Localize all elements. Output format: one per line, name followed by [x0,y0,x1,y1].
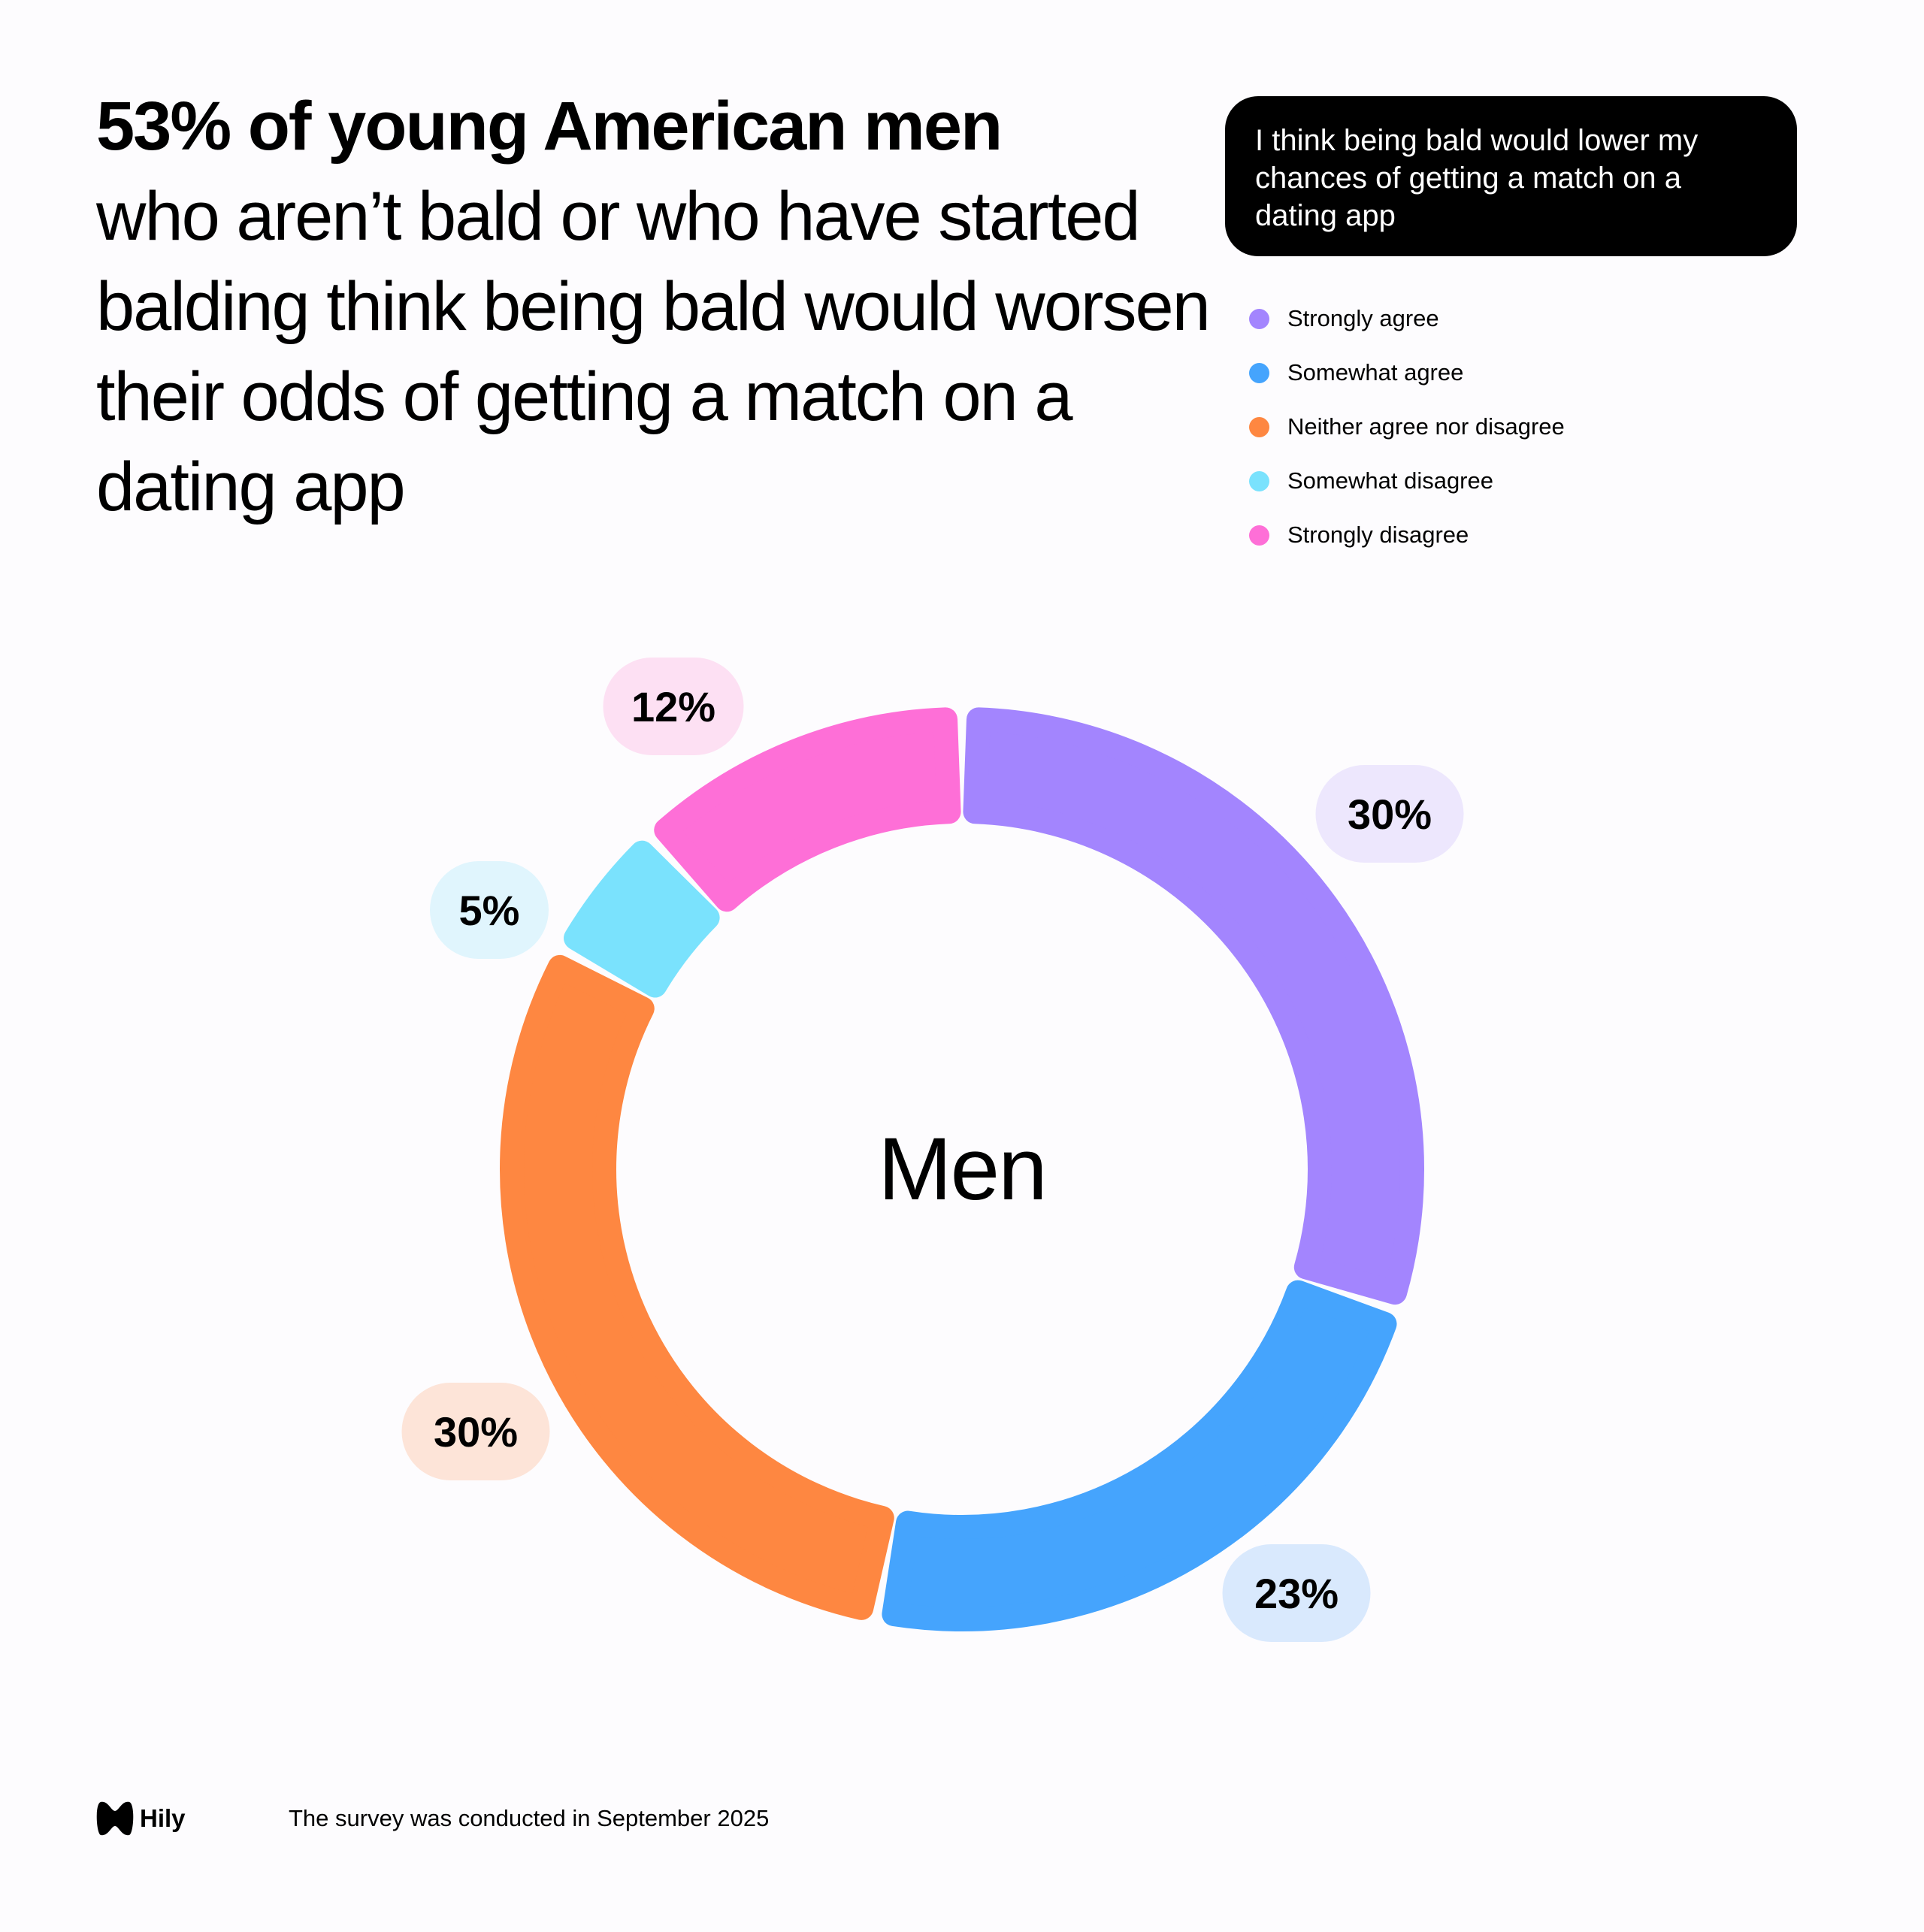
donut-segment-strongly-agree [963,707,1424,1305]
data-label: 23% [1222,1544,1371,1642]
footer: Hily The survey was conducted in Septemb… [96,1800,769,1837]
donut-segment-somewhat-agree [882,1280,1397,1631]
data-label: 5% [430,861,549,959]
legend-label: Strongly agree [1287,305,1439,331]
headline: 53% of young American men who aren’t bal… [96,81,1224,532]
legend-dot-icon [1249,362,1269,383]
data-label: 30% [1315,765,1464,863]
data-label: 12% [603,658,744,755]
legend-label: Neither agree nor disagree [1287,413,1565,440]
hily-logo-icon [96,1801,134,1836]
legend-item: Strongly agree [1249,292,1565,346]
legend-item: Neither agree nor disagree [1249,400,1565,454]
brand-logo: Hily [96,1800,289,1837]
survey-note: The survey was conducted in September 20… [289,1805,770,1831]
legend: Strongly agree Somewhat agree Neither agre… [1249,292,1565,562]
legend-dot-icon [1249,416,1269,437]
legend-item: Somewhat disagree [1249,454,1565,508]
donut-segment-strongly-disagree [654,707,961,912]
legend-label: Somewhat agree [1287,359,1464,385]
legend-item: Somewhat agree [1249,346,1565,400]
legend-dot-icon [1249,525,1269,546]
legend-dot-icon [1249,308,1269,329]
question-box: I think being bald would lower my chance… [1225,96,1797,256]
donut-segment-neither-agree-nor-disagree [500,954,894,1620]
legend-label: Somewhat disagree [1287,467,1493,494]
donut-segment-somewhat-disagree [564,840,720,998]
data-label: 30% [401,1383,550,1480]
headline-bold: 53% of young American men [96,88,1003,165]
brand-name: Hily [140,1804,186,1832]
center-label: Men [878,1120,1048,1219]
headline-rest: who aren’t bald or who have started bald… [96,178,1211,525]
legend-label: Strongly disagree [1287,522,1469,548]
legend-item: Strongly disagree [1249,508,1565,562]
legend-dot-icon [1249,470,1269,491]
